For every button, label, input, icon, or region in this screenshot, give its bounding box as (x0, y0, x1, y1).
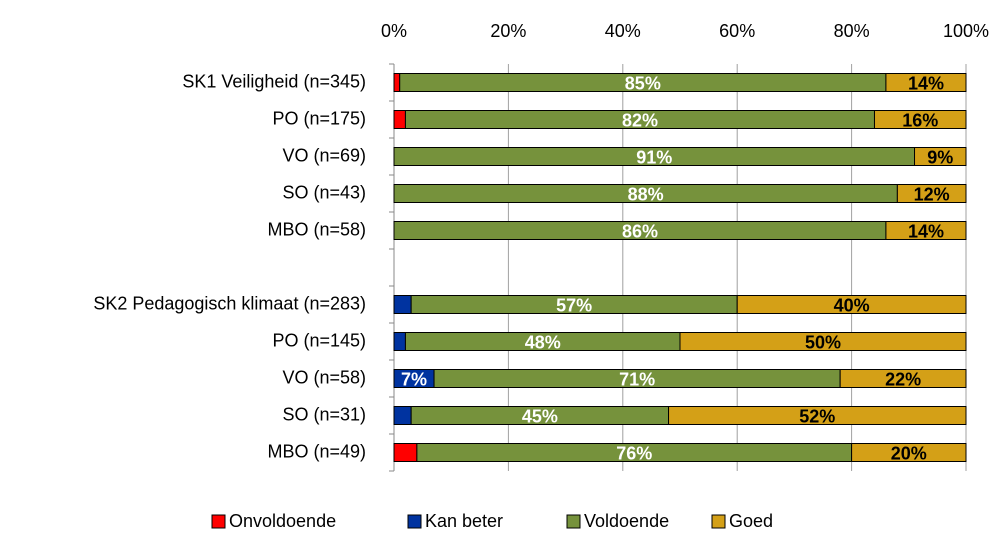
value-label: 40% (834, 295, 870, 315)
value-label: 88% (628, 184, 664, 204)
x-tick-label: 40% (605, 21, 641, 41)
bar-segment (668, 406, 967, 425)
value-label: 85% (625, 73, 661, 93)
bar-segment (393, 110, 406, 129)
legend-swatch (407, 514, 422, 529)
value-label: 14% (908, 73, 944, 93)
legend-label: Kan beter (425, 511, 503, 531)
bar-segment (873, 110, 967, 129)
x-tick-label: 60% (719, 21, 755, 41)
x-tick-label: 0% (381, 21, 407, 41)
value-label: 7% (401, 369, 427, 389)
bar-segment (679, 332, 967, 351)
value-label: 20% (891, 443, 927, 463)
legend-swatch (211, 514, 226, 529)
bar-segment (736, 295, 967, 314)
value-label: 52% (799, 406, 835, 426)
value-label: 57% (556, 295, 592, 315)
value-label: 14% (908, 221, 944, 241)
value-label: 82% (622, 110, 658, 130)
bar-segment (851, 443, 967, 462)
value-label: 86% (622, 221, 658, 241)
bar-segment (885, 73, 967, 92)
y-tick-label: MBO (n=58) (267, 219, 366, 239)
y-tick-label: PO (n=175) (272, 108, 366, 128)
y-tick-label: SO (n=31) (282, 404, 366, 424)
legend-swatch (566, 514, 581, 529)
value-label: 12% (914, 184, 950, 204)
bar-segment (393, 332, 406, 351)
legend-swatch (711, 514, 726, 529)
bar-segment (393, 295, 412, 314)
legend-label: Onvoldoende (229, 511, 336, 531)
y-tick-label: SK1 Veiligheid (n=345) (182, 71, 366, 91)
x-tick-label: 80% (834, 21, 870, 41)
y-tick-label: PO (n=145) (272, 330, 366, 350)
y-tick-label: VO (n=69) (282, 145, 366, 165)
y-tick-label: SK2 Pedagogisch klimaat (n=283) (93, 293, 366, 313)
value-label: 50% (805, 332, 841, 352)
value-label: 45% (522, 406, 558, 426)
value-label: 22% (885, 369, 921, 389)
bar-segment (885, 221, 967, 240)
y-tick-label: VO (n=58) (282, 367, 366, 387)
x-tick-label: 20% (490, 21, 526, 41)
bar-segment (393, 73, 401, 92)
value-label: 71% (619, 369, 655, 389)
bar-segment (839, 369, 967, 388)
bar-segment (896, 184, 967, 203)
value-label: 91% (636, 147, 672, 167)
y-tick-label: MBO (n=49) (267, 441, 366, 461)
bar-segment (393, 443, 418, 462)
legend-label: Voldoende (584, 511, 669, 531)
value-label: 9% (927, 147, 953, 167)
legend-label: Goed (729, 511, 773, 531)
x-tick-label: 100% (943, 21, 989, 41)
value-label: 16% (902, 110, 938, 130)
value-label: 48% (525, 332, 561, 352)
bar-segment (393, 406, 412, 425)
y-tick-label: SO (n=43) (282, 182, 366, 202)
value-label: 76% (616, 443, 652, 463)
bar-segment (914, 147, 967, 166)
